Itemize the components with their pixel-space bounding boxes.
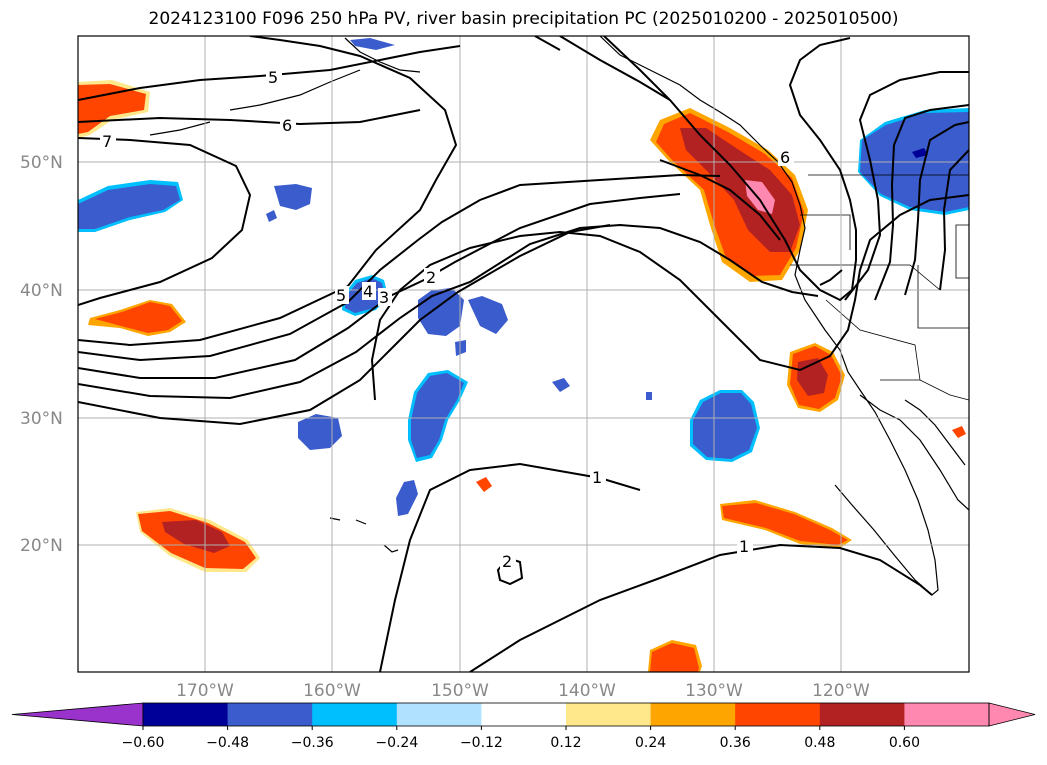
colorbar-tick-label: 0.24 (635, 735, 666, 751)
lat-label-50n: 50°N (20, 153, 63, 173)
colorbar-tick-label: 0.36 (720, 735, 751, 751)
map-title: 2024123100 F096 250 hPa PV, river basin … (148, 9, 899, 29)
contour-label: 4 (363, 282, 373, 301)
contour-label: 1 (739, 537, 749, 556)
latitude-labels: 50°N 40°N 30°N 20°N (20, 153, 63, 556)
colorbar-tick-label: 0.60 (889, 735, 920, 751)
colorbar-tick-label: −0.48 (206, 735, 249, 751)
contour-label: 7 (102, 132, 112, 151)
map-background (78, 36, 969, 672)
colorbar-segment (735, 703, 821, 726)
colorbar-segment (312, 703, 398, 726)
contour-label-group: 5 6 7 5 4 3 2 1 1 2 6 (100, 68, 794, 571)
contour-label: 2 (426, 268, 436, 287)
colorbar-tick-label: −0.60 (122, 735, 165, 751)
colorbar-segment (650, 703, 736, 726)
contour-label: 3 (379, 288, 389, 307)
longitude-labels: 170°W 160°W 150°W 140°W 130°W 120°W (176, 681, 870, 701)
colorbar-segment (396, 703, 482, 726)
colorbar-segment (227, 703, 313, 726)
colorbar-segment (904, 703, 990, 726)
lon-label-120w: 120°W (812, 681, 870, 701)
coastlines (149, 36, 969, 596)
colorbar-tick-label: 0.48 (804, 735, 835, 751)
contour-label: 6 (282, 116, 292, 135)
map-frame (77, 35, 970, 673)
lat-label-40n: 40°N (20, 281, 63, 301)
contour-label: 6 (780, 148, 790, 167)
lon-label-140w: 140°W (558, 681, 616, 701)
contour-label: 2 (502, 552, 512, 571)
lon-label-160w: 160°W (303, 681, 361, 701)
colorbar-segment (819, 703, 905, 726)
political-borders (790, 174, 969, 401)
contour-label: 5 (336, 286, 346, 305)
lon-label-130w: 130°W (685, 681, 743, 701)
colorbar-tick-label: −0.36 (291, 735, 334, 751)
lat-label-30n: 30°N (20, 409, 63, 429)
colorbar-tick-label: 0.12 (550, 735, 581, 751)
colorbar-tick-label: −0.24 (375, 735, 418, 751)
colorbar: −0.60 −0.48 −0.36 −0.24 −0.12 0.12 0.24 0.36 0.4… (11, 702, 1036, 751)
colorbar-segment (566, 703, 652, 726)
lat-label-20n: 20°N (20, 536, 63, 556)
contour-label: 1 (592, 468, 602, 487)
colorbar-over-extension (988, 702, 1036, 727)
colorbar-segment (481, 703, 567, 726)
colorbar-tick-label: −0.12 (460, 735, 503, 751)
colorbar-segment (143, 703, 229, 726)
colorbar-under-extension (11, 702, 144, 727)
contour-label: 5 (268, 68, 278, 87)
lon-label-150w: 150°W (431, 681, 489, 701)
lon-label-170w: 170°W (176, 681, 234, 701)
